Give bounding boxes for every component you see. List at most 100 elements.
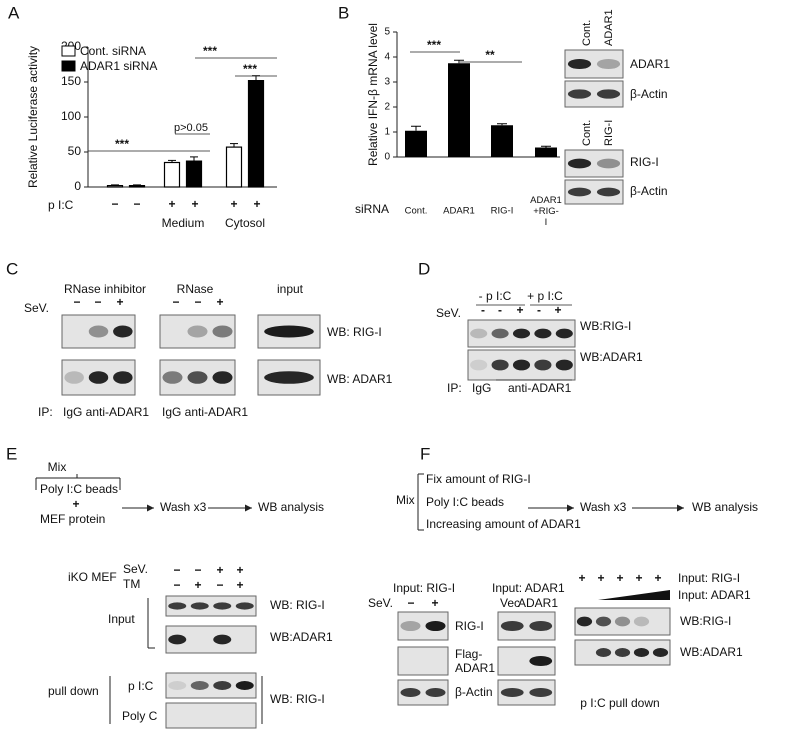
row-label: p I:C (128, 679, 154, 693)
sign: + (431, 596, 438, 610)
row-label: ADAR1 (630, 57, 670, 71)
bar (247, 79, 265, 188)
row-label: WB:ADAR1 (680, 645, 743, 659)
sign: − (216, 578, 223, 592)
panel-label: B (338, 3, 349, 22)
condition: - p I:C (479, 289, 512, 303)
factor-label: SeV. (24, 301, 49, 315)
x-tick-label: Cont. (405, 206, 428, 217)
y-tick-label: 150 (61, 74, 81, 88)
y-axis-label: Relative Luciferase activity (26, 46, 40, 188)
scheme-item: Poly I:C beads (40, 482, 118, 496)
bar (225, 146, 243, 188)
band (264, 371, 314, 384)
bar (535, 147, 557, 157)
lane-label: RIG-I (603, 120, 615, 146)
sign: + (635, 571, 642, 585)
lane-label: Vec (500, 596, 520, 610)
legend-swatch (61, 60, 76, 72)
blot (397, 646, 449, 676)
factor-label: TM (123, 577, 140, 591)
band (595, 616, 612, 627)
sign: + (216, 563, 223, 577)
band (596, 187, 621, 197)
ip-group: IgG anti-ADAR1 (63, 405, 149, 419)
arrow-head (567, 504, 574, 512)
group-title: Input: ADAR1 (678, 588, 751, 602)
sign: + (116, 295, 123, 309)
band (470, 328, 488, 339)
band (529, 688, 553, 697)
caption: p I:C pull down (580, 696, 659, 710)
x-tick-label: Cytosol (225, 216, 265, 230)
band (113, 371, 133, 384)
band (213, 602, 232, 610)
sign: + (216, 295, 223, 309)
band (64, 371, 84, 384)
ip-group: IgG (472, 381, 491, 395)
group-title: Input: RIG-I (678, 571, 740, 585)
treatment-label: p I:C (48, 198, 74, 212)
legend-label: ADAR1 siRNA (80, 59, 157, 73)
ip-group: IgG anti-ADAR1 (162, 405, 248, 419)
sign: − (173, 578, 180, 592)
row-label: WB: RIG-I (327, 325, 382, 339)
row-label: WB:ADAR1 (580, 350, 643, 364)
band (512, 328, 531, 339)
bar (163, 161, 181, 188)
bar (491, 125, 513, 157)
treatment-sign: + (168, 197, 175, 211)
sign: - (498, 303, 502, 317)
scheme-item: Poly I:C beads (426, 495, 504, 509)
panel-label: D (418, 259, 430, 278)
sign: + (236, 563, 243, 577)
scheme-step: Wash x3 (160, 500, 207, 514)
y-tick-label: 1 (384, 127, 390, 138)
sign: − (172, 295, 179, 309)
blot (165, 702, 257, 729)
sign: + (597, 571, 604, 585)
band (555, 359, 573, 371)
group-label: Input (108, 612, 135, 626)
scheme-item: Fix amount of RIG-I (426, 472, 531, 486)
band (235, 602, 254, 610)
band (190, 602, 209, 610)
lane-label: ADAR1 (518, 596, 558, 610)
y-axis-label: Relative IFN-β mRNA level (366, 23, 380, 166)
scheme-item: + (72, 497, 79, 511)
bar (448, 63, 470, 157)
row-label: WB: RIG-I (270, 692, 325, 706)
band (614, 616, 631, 627)
band (500, 620, 524, 632)
band (425, 620, 446, 632)
lane-label: Cont. (581, 120, 593, 146)
y-tick-label: 4 (384, 52, 390, 63)
y-tick-label: 100 (61, 109, 81, 123)
header: RNase (177, 282, 214, 296)
x-tick-label: RIG-I (491, 206, 514, 217)
significance: *** (243, 62, 257, 76)
x-tick-label: ADAR1 +RIG-I (530, 195, 562, 228)
band (567, 158, 592, 169)
legend-swatch (61, 45, 76, 57)
significance: p>0.05 (174, 122, 208, 134)
band (187, 371, 208, 384)
band (534, 328, 552, 339)
header: RNase inhibitor (64, 282, 146, 296)
band (633, 616, 650, 627)
y-tick-label: 3 (384, 77, 390, 88)
row-label: WB: ADAR1 (327, 372, 393, 386)
band (264, 325, 314, 338)
x-tick-label: ADAR1 (443, 206, 475, 217)
panel-label: F (420, 444, 430, 463)
row-label: β-Actin (455, 685, 493, 699)
band (212, 371, 233, 384)
gradient-wedge (598, 590, 670, 600)
sign: - (537, 303, 541, 317)
y-tick-label: 0 (384, 152, 390, 163)
scheme-step: WB analysis (258, 500, 324, 514)
row-label: RIG-I (630, 155, 659, 169)
sample-label: iKO MEF (68, 570, 117, 584)
band (235, 681, 254, 690)
